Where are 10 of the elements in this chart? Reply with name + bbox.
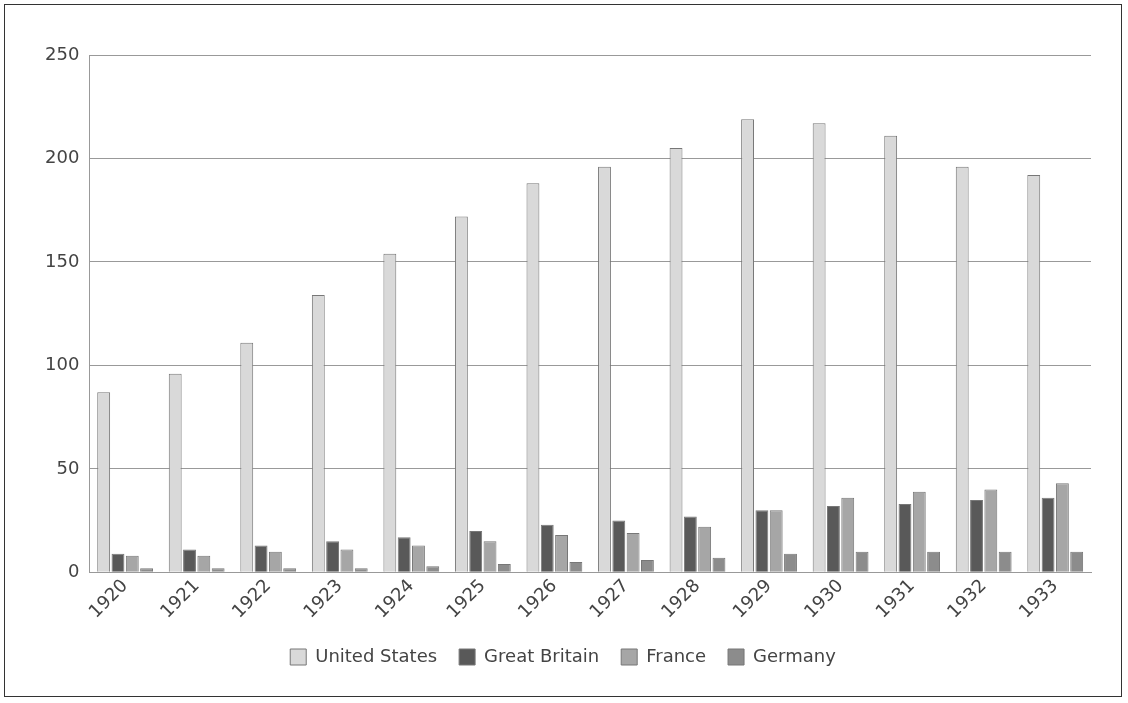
legend-label: United States [315, 644, 438, 666]
y-tick-label: 250 [45, 42, 80, 64]
y-tick-label: 0 [67, 560, 80, 582]
y-tick-label: 50 [56, 456, 80, 478]
legend-label: Great Britain [484, 644, 600, 666]
y-tick-label: 100 [45, 353, 80, 375]
legend-label: Germany [753, 644, 837, 666]
y-tick-label: 150 [45, 249, 80, 271]
y-tick-label: 200 [45, 146, 80, 168]
legend-label: France [646, 644, 707, 666]
